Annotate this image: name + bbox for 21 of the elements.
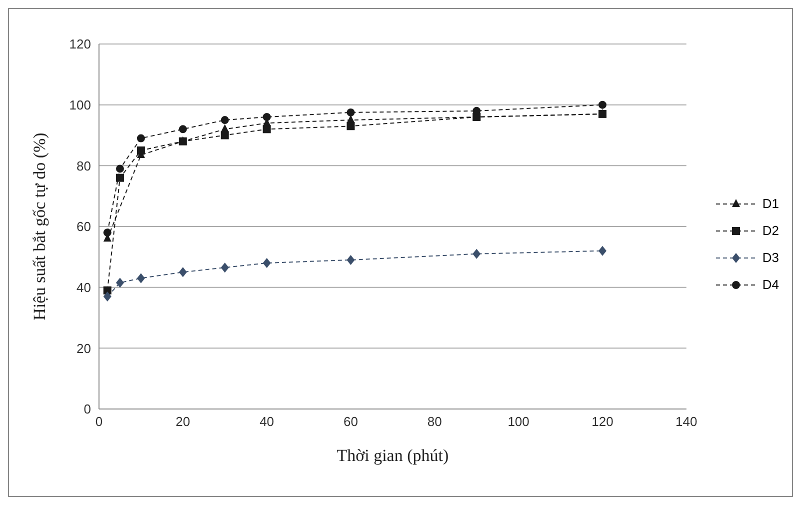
- y-tick-label: 100: [69, 97, 91, 112]
- y-tick-label: 0: [84, 402, 91, 417]
- legend-label: D4: [762, 277, 779, 292]
- x-tick-label: 80: [427, 414, 442, 430]
- y-tick-label: 20: [76, 340, 91, 356]
- legend-label: D3: [762, 250, 779, 265]
- legend-label: D1: [762, 196, 779, 211]
- x-tick-label: 120: [592, 414, 614, 430]
- x-tick-label: 0: [95, 414, 103, 430]
- x-axis-title: Thời gian (phút): [336, 446, 449, 465]
- y-tick-label: 80: [76, 158, 91, 174]
- x-tick-label: 100: [508, 414, 530, 430]
- x-tick-label: 40: [260, 414, 274, 430]
- legend-label: D2: [762, 223, 779, 238]
- y-axis-title: Hiệu suất bắt gốc tự do (%): [30, 132, 50, 320]
- y-tick-label: 40: [76, 280, 91, 295]
- y-tick-label: 60: [76, 219, 91, 234]
- x-tick-label: 140: [676, 414, 698, 430]
- x-tick-label: 20: [176, 414, 190, 430]
- x-tick-label: 60: [344, 414, 358, 430]
- y-tick-label: 120: [69, 36, 91, 52]
